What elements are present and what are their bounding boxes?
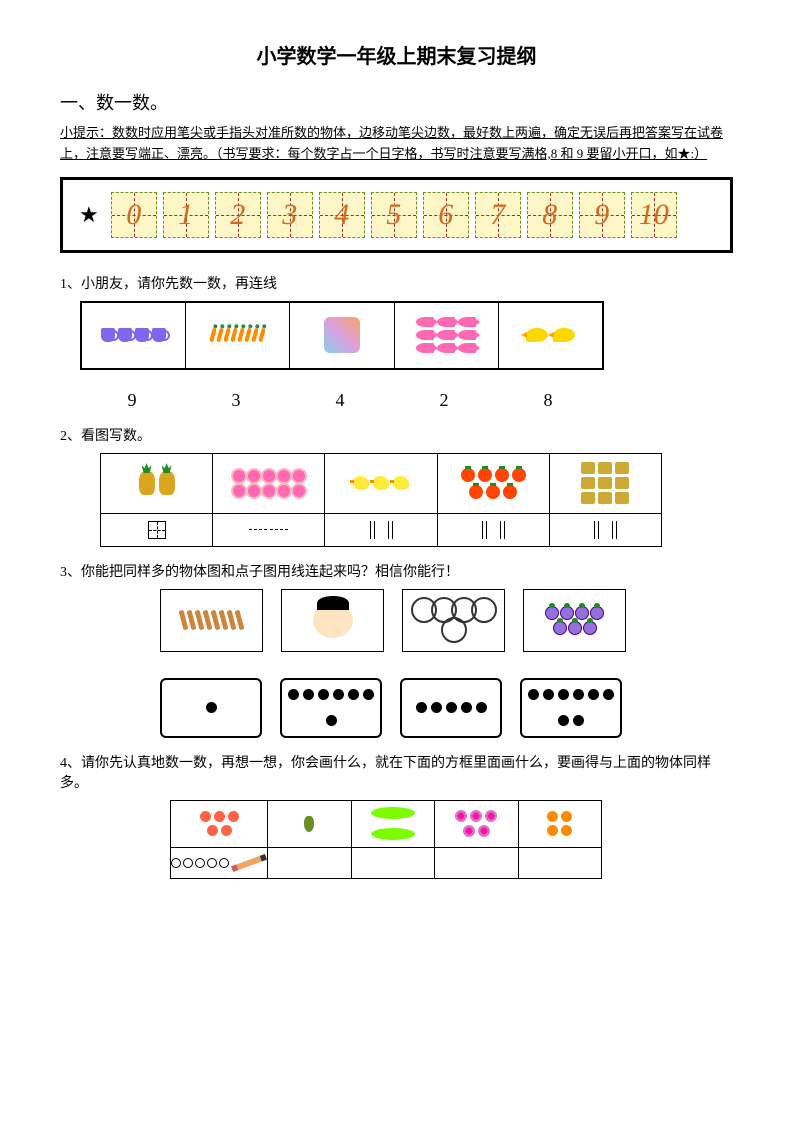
dot-box-2	[280, 678, 382, 738]
digit-0: 0	[111, 192, 157, 238]
q2-ans-5	[550, 514, 661, 546]
digit-5: 5	[371, 192, 417, 238]
q3-wheat	[160, 589, 263, 652]
q2-ans-4	[438, 514, 549, 546]
q3-dots	[160, 678, 733, 738]
q2-pineapples	[101, 454, 212, 514]
digit-8: 8	[527, 192, 573, 238]
q4-draw-4	[435, 848, 518, 878]
q3-text: 3、你能把同样多的物体图和点子图用线连起来吗？相信你能行！	[60, 561, 733, 581]
q2-ans-1	[101, 514, 212, 546]
digit-3: 3	[267, 192, 313, 238]
q4-draw-5	[519, 848, 602, 878]
q1-match-table	[80, 301, 604, 370]
digit-4: 4	[319, 192, 365, 238]
q1-num-0: 9	[80, 390, 184, 411]
q1-birds	[499, 303, 602, 368]
q4-apricots	[519, 801, 602, 848]
q2-ans-2	[213, 514, 324, 546]
q4-pflowers	[435, 801, 518, 848]
digit-6: 6	[423, 192, 469, 238]
q3-rings	[402, 589, 505, 652]
q1-num-2: 4	[288, 390, 392, 411]
digit-2: 2	[215, 192, 261, 238]
q3-grapes	[523, 589, 626, 652]
q3-face	[281, 589, 384, 652]
q4-table	[170, 800, 602, 879]
q1-horse	[290, 303, 394, 368]
q4-peas	[352, 801, 435, 848]
q2-table	[100, 453, 662, 547]
q2-ans-3	[325, 514, 436, 546]
q4-apples	[171, 801, 267, 848]
section-1-heading: 一、数一数。	[60, 89, 733, 115]
q1-num-4: 8	[496, 390, 600, 411]
pencil-icon	[231, 854, 267, 872]
dot-box-3	[400, 678, 502, 738]
q1-fish	[395, 303, 499, 368]
digit-10: 10	[631, 192, 677, 238]
hint-text: 小提示：数数时应用笔尖或手指头对准所数的物体，边移动笔尖边数，最好数上两遍，确定…	[60, 123, 733, 165]
q4-draw-1	[171, 848, 267, 878]
q2-flowers	[213, 454, 324, 514]
q1-cups	[82, 303, 186, 368]
dot-box-1	[160, 678, 262, 738]
star-icon: ★	[79, 202, 99, 228]
digit-example-box: ★ 0 1 2 3 4 5 6 7 8 9 10	[60, 177, 733, 253]
q2-cows	[550, 454, 661, 514]
q1-num-1: 3	[184, 390, 288, 411]
q2-text: 2、看图写数。	[60, 425, 733, 445]
q1-num-3: 2	[392, 390, 496, 411]
q2-tomatoes	[438, 454, 549, 514]
q1-text: 1、小朋友，请你先数一数，再连线	[60, 273, 733, 293]
digit-1: 1	[163, 192, 209, 238]
digit-7: 7	[475, 192, 521, 238]
q1-carrots	[186, 303, 290, 368]
q3-objects	[160, 589, 733, 652]
q4-text: 4、请你先认真地数一数，再想一想，你会画什么，就在下面的方框里面画什么，要画得与…	[60, 752, 733, 792]
q4-pepper	[268, 801, 351, 848]
q1-numbers: 9 3 4 2 8	[80, 390, 600, 411]
digit-9: 9	[579, 192, 625, 238]
q2-ducks	[325, 454, 436, 514]
page-title: 小学数学一年级上期末复习提纲	[60, 40, 733, 69]
q4-draw-3	[352, 848, 435, 878]
dot-box-4	[520, 678, 622, 738]
q4-draw-2	[268, 848, 351, 878]
